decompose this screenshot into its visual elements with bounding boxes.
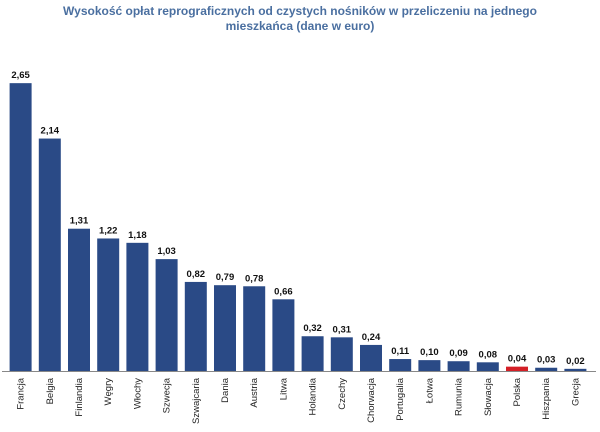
value-label-belgia: 2,14 <box>41 126 60 137</box>
value-label-hiszpania: 0,03 <box>537 355 556 366</box>
value-label-polska: 0,04 <box>508 354 527 365</box>
category-label-szwajcaria: Szwajcaria <box>191 377 202 424</box>
value-label-lotwa: 0,10 <box>420 347 439 358</box>
bar-wlochy <box>126 242 149 371</box>
bar-czechy <box>330 337 353 371</box>
bar-wegry <box>97 238 120 371</box>
bar-finlandia <box>68 228 90 371</box>
value-label-portugalia: 0,11 <box>391 346 410 357</box>
bar-rumunia <box>447 361 470 371</box>
chart-title: Wysokość opłat reprograficznych od czyst… <box>20 4 580 34</box>
category-label-austria: Austria <box>249 377 260 407</box>
bar-austria <box>243 286 266 371</box>
category-label-litwa: Litwa <box>278 377 289 400</box>
value-label-wegry: 1,22 <box>99 225 118 236</box>
value-label-dania: 0,79 <box>216 272 235 283</box>
category-label-lotwa: Łotwa <box>424 377 435 403</box>
bar-portugalia <box>389 359 412 371</box>
value-label-szwecja: 1,03 <box>157 246 176 257</box>
value-label-rumunia: 0,09 <box>449 348 468 359</box>
bar-slowacja <box>476 362 499 371</box>
value-label-wlochy: 1,18 <box>128 230 147 241</box>
bar-szwecja <box>155 259 178 371</box>
category-label-belgia: Belgia <box>45 377 56 404</box>
value-label-finlandia: 1,31 <box>70 216 89 227</box>
value-label-litwa: 0,66 <box>274 286 293 297</box>
bar-chorwacja <box>360 344 382 371</box>
value-label-szwajcaria: 0,82 <box>187 269 206 280</box>
bar-grecja <box>564 368 587 371</box>
category-label-hiszpania: Hiszpania <box>541 377 552 419</box>
category-label-slowacja: Słowacja <box>483 377 494 416</box>
bar-lotwa <box>418 360 441 371</box>
bar-polska <box>506 366 528 371</box>
bar-litwa <box>272 299 295 371</box>
category-labels-group: Francja Belgia Finlandia Węgry Włochy Szwecja… <box>16 377 582 424</box>
value-label-grecja: 0,02 <box>566 356 585 367</box>
category-label-wlochy: Włochy <box>132 378 143 409</box>
chart-title-line-1: Wysokość opłat reprograficznych od czyst… <box>63 4 537 18</box>
chart-title-line-2: mieszkańca (dane w euro) <box>225 19 375 33</box>
category-label-rumunia: Rumunia <box>454 377 465 416</box>
value-label-chorwacja: 0,24 <box>362 332 381 343</box>
category-label-holandia: Holandia <box>308 377 319 415</box>
category-label-grecja: Grecja <box>570 377 581 406</box>
value-label-holandia: 0,32 <box>303 323 322 334</box>
category-label-czechy: Czechy <box>337 378 348 410</box>
category-label-chorwacja: Chorwacja <box>366 377 377 423</box>
value-label-austria: 0,78 <box>245 273 264 284</box>
category-label-francja: Francja <box>16 377 27 409</box>
category-label-dania: Dania <box>220 377 231 403</box>
bar-hiszpania <box>535 367 558 371</box>
value-labels-group: 2,65 2,14 1,31 1,22 1,18 1,03 0,82 0,79 0,78 0,66… <box>11 70 584 367</box>
category-label-wegry: Węgry <box>103 378 114 406</box>
bars-group <box>9 83 587 371</box>
category-label-szwecja: Szwecja <box>162 377 173 413</box>
bar-francja <box>9 83 32 371</box>
value-label-slowacja: 0,08 <box>479 349 498 360</box>
category-label-polska: Polska <box>512 377 523 406</box>
value-label-francja: 2,65 <box>11 70 30 81</box>
category-label-portugalia: Portugalia <box>395 377 406 420</box>
bar-dania <box>214 285 236 371</box>
category-label-finlandia: Finlandia <box>74 377 85 416</box>
value-label-czechy: 0,31 <box>333 324 352 335</box>
bar-holandia <box>301 336 324 371</box>
bar-szwajcaria <box>184 281 207 371</box>
bar-belgia <box>38 138 61 371</box>
